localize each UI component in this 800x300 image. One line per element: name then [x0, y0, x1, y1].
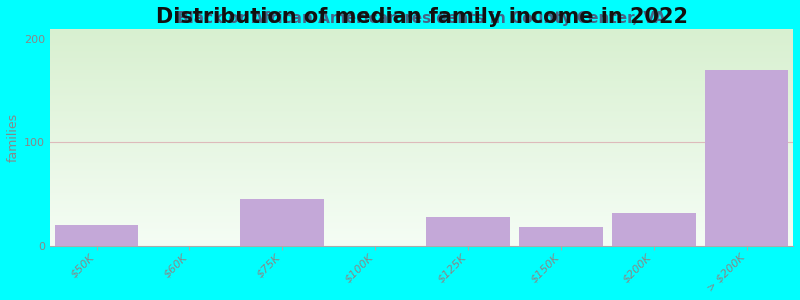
- Bar: [519, 227, 602, 246]
- Bar: [54, 225, 138, 246]
- Title: Distribution of median family income in 2022: Distribution of median family income in …: [155, 7, 687, 27]
- Bar: [612, 213, 695, 246]
- Text: Black or African American residents in County Center, VA: Black or African American residents in C…: [178, 11, 666, 26]
- Bar: [426, 217, 510, 246]
- Y-axis label: families: families: [7, 113, 20, 162]
- Bar: [705, 70, 789, 246]
- Bar: [241, 200, 324, 246]
